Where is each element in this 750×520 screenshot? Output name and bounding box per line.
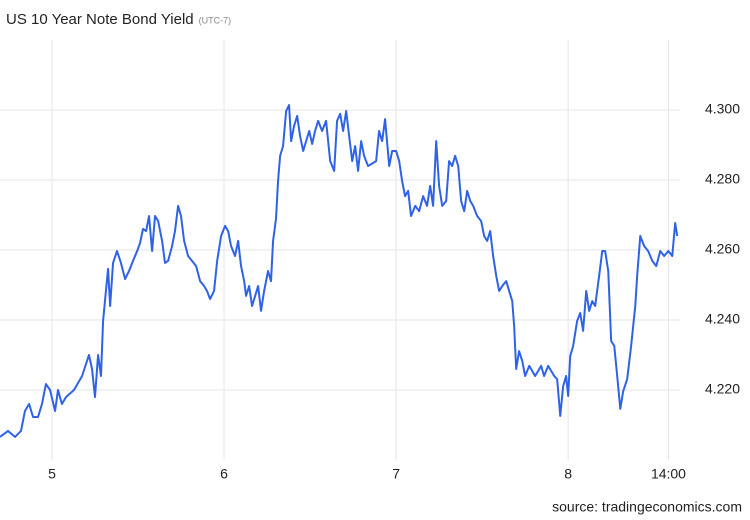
data-line	[0, 104, 679, 438]
x-tick-label: 8	[564, 466, 572, 482]
x-tick-label: 7	[392, 466, 400, 482]
chart-subtitle: (UTC-7)	[199, 15, 232, 25]
y-tick-label: 4.280	[705, 171, 740, 187]
x-tick-label: 6	[220, 466, 228, 482]
source-note: source: tradingeconomics.com	[552, 499, 742, 515]
chart-title: US 10 Year Note Bond Yield	[6, 11, 194, 28]
y-tick-label: 4.240	[705, 311, 740, 327]
grid	[0, 40, 680, 460]
x-tick-label: 14:00	[651, 466, 686, 482]
x-tick-label: 5	[48, 466, 56, 482]
y-tick-label: 4.260	[705, 241, 740, 257]
y-tick-label: 4.300	[705, 101, 740, 117]
plot-area	[0, 104, 679, 438]
y-tick-label: 4.220	[705, 381, 740, 397]
